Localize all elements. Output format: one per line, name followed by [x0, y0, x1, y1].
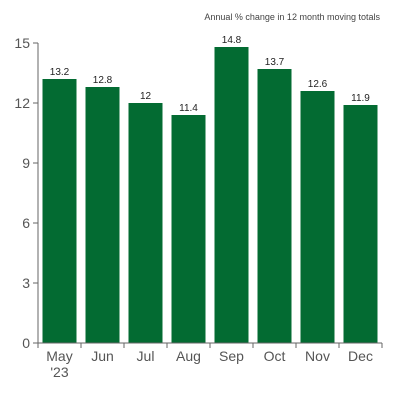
data-label-oct: 13.7: [265, 57, 285, 68]
y-tick-label: 6: [22, 215, 30, 231]
data-label-jun: 12.8: [93, 75, 113, 86]
x-tick-label-nov: Nov: [305, 348, 330, 364]
bar-series: [42, 47, 378, 343]
data-label-dec: 11.9: [351, 93, 370, 104]
x-tick-label-may: May: [46, 348, 72, 364]
data-label-aug: 11.4: [179, 103, 198, 114]
bar-jun: [85, 87, 120, 343]
data-label-nov: 12.6: [308, 79, 328, 90]
bar-dec: [343, 105, 378, 343]
y-tick-label: 9: [22, 155, 30, 171]
bar-jul: [128, 103, 163, 343]
x-tick-label-jun: Jun: [91, 348, 114, 364]
x-year-label: '23: [50, 364, 68, 380]
bar-sep: [214, 47, 249, 343]
y-tick-label: 12: [14, 95, 30, 111]
bar-oct: [257, 69, 292, 343]
bar-may: [42, 79, 77, 343]
data-labels: 13.2 12.8 12 11.4 14.8 13.7 12.6 11.9: [50, 35, 371, 114]
y-axis: 0 3 6 9 12 15: [14, 35, 39, 351]
data-label-sep: 14.8: [222, 35, 242, 46]
y-tick-label: 0: [22, 335, 30, 351]
x-tick-label-oct: Oct: [264, 348, 286, 364]
data-label-jul: 12: [140, 91, 152, 102]
x-tick-label-jul: Jul: [137, 348, 155, 364]
x-tick-label-dec: Dec: [348, 348, 373, 364]
bar-nov: [300, 91, 335, 343]
bar-aug: [171, 115, 206, 343]
x-axis: May Jun Jul Aug Sep Oct Nov Dec '23: [37, 342, 383, 380]
x-tick-label-aug: Aug: [176, 348, 201, 364]
data-label-may: 13.2: [50, 67, 70, 78]
chart-subtitle: Annual % change in 12 month moving total…: [204, 12, 380, 22]
x-tick-label-sep: Sep: [219, 348, 244, 364]
y-tick-label: 3: [22, 275, 30, 291]
y-tick-label: 15: [14, 35, 30, 51]
